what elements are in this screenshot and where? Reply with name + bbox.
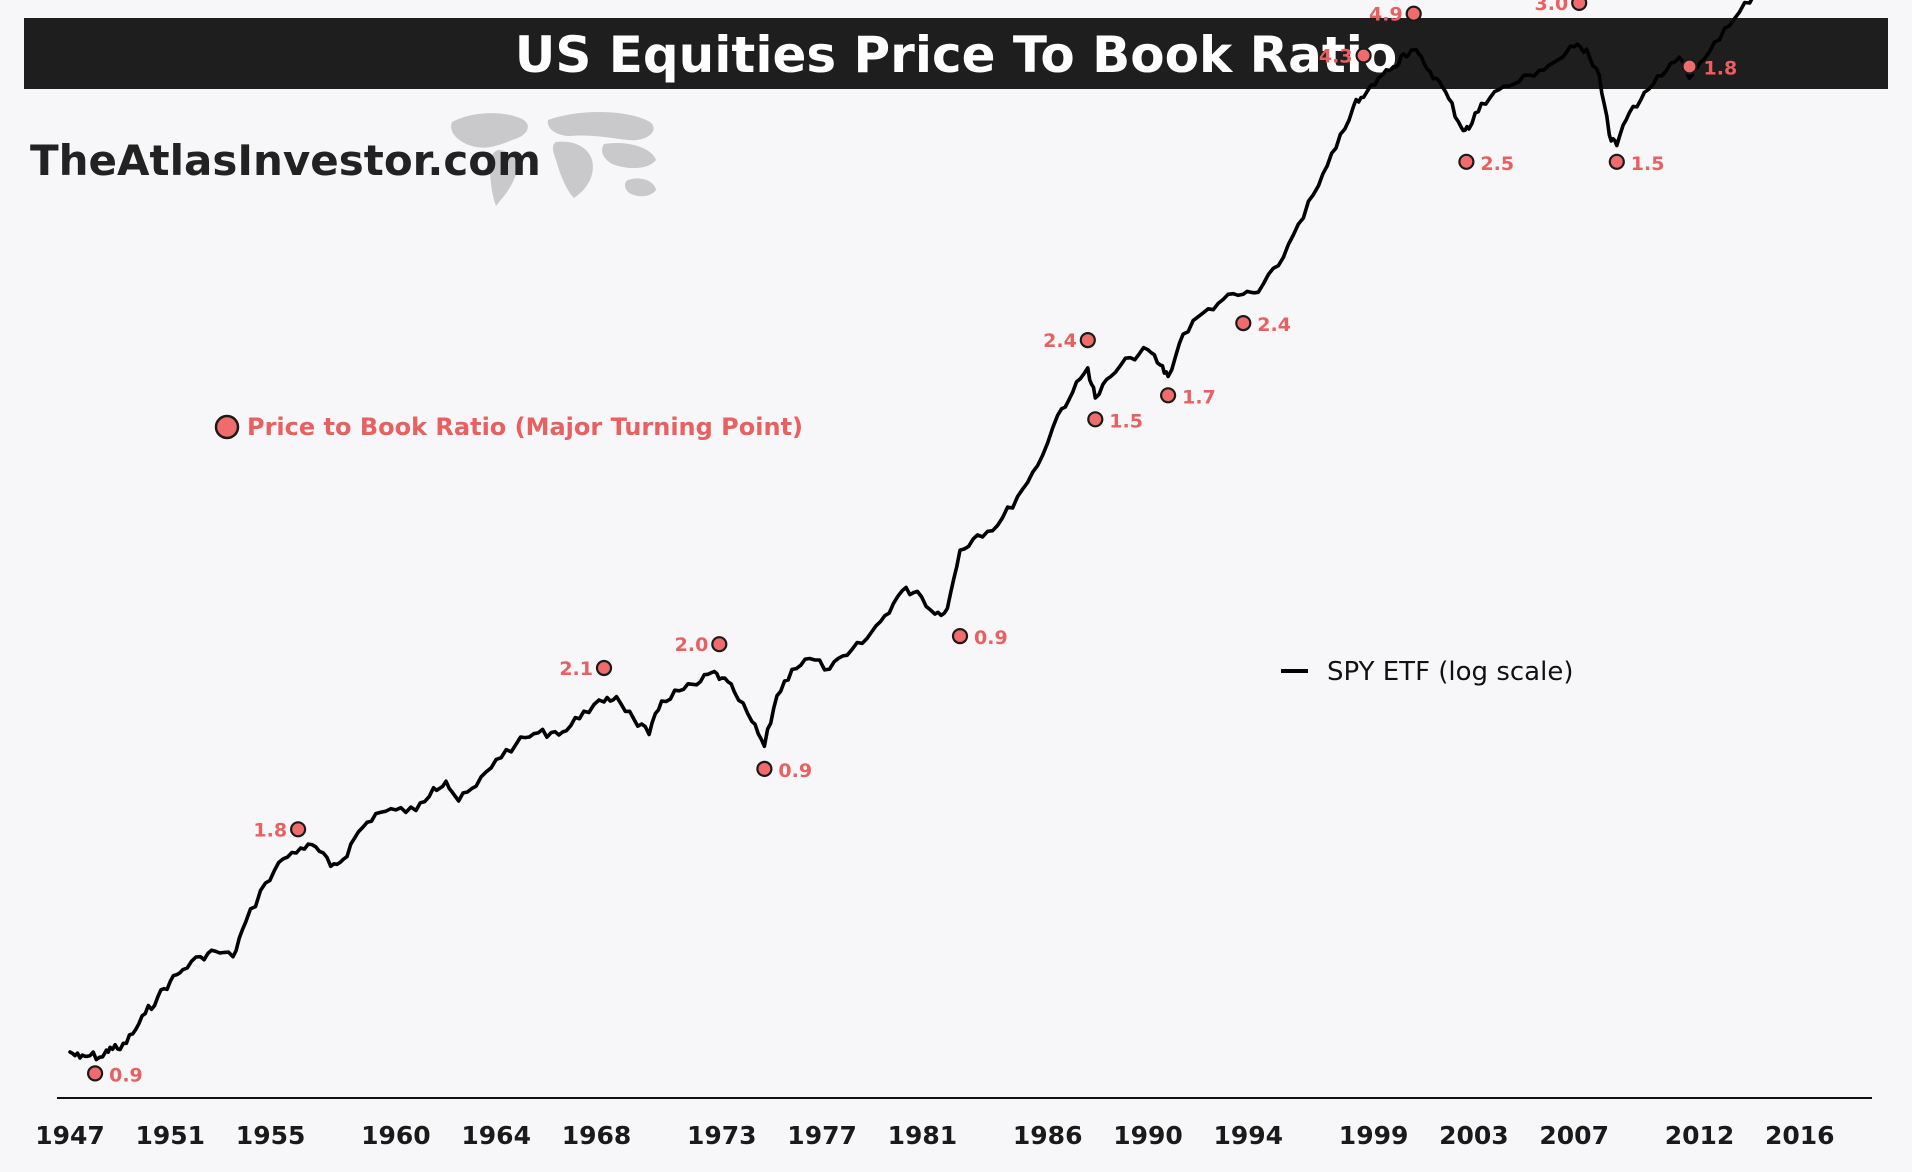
turning-point-marker [290, 821, 307, 838]
x-axis-ticks: 1947 1951 1955 1960 1964 1968 1973 1977 1981 1986… [35, 1121, 1834, 1150]
turning-point-label: 1.7 [1182, 386, 1216, 408]
x-tick-label-1968: 1968 [562, 1121, 632, 1150]
legend-line-label: SPY ETF (log scale) [1327, 657, 1573, 687]
turning-point-label: 0.9 [109, 1064, 143, 1086]
turning-point-marker [1608, 153, 1625, 170]
turning-point-label: 4.3 [1319, 46, 1353, 68]
turning-point-marker [951, 627, 969, 645]
x-tick-label-1955: 1955 [236, 1121, 306, 1150]
x-tick-label-1973: 1973 [687, 1121, 757, 1150]
turning-point-marker [1405, 5, 1422, 22]
turning-point-label: 0.9 [974, 627, 1008, 649]
turning-point-label: 2.1 [559, 658, 593, 680]
x-tick-label-1960: 1960 [361, 1121, 431, 1150]
turning-point-label: 1.5 [1109, 410, 1143, 432]
chart-title: US Equities Price To Book Ratio [515, 26, 1398, 84]
turning-point-marker [1079, 332, 1096, 349]
x-tick-label-2003: 2003 [1439, 1121, 1509, 1150]
legend-marker-label: Price to Book Ratio (Major Turning Point… [247, 413, 803, 441]
world-map-icon [451, 111, 656, 206]
turning-point-marker [1355, 47, 1372, 64]
turning-point-label: 1.8 [1704, 58, 1738, 80]
turning-point-marker [756, 760, 773, 778]
x-tick-label-1947: 1947 [35, 1121, 105, 1150]
turning-point-label: 1.8 [253, 819, 287, 841]
legend-line-entry: SPY ETF (log scale) [1281, 657, 1573, 687]
x-tick-label-2012: 2012 [1665, 1121, 1735, 1150]
turning-point-label: 2.5 [1480, 153, 1514, 175]
x-tick-label-1994: 1994 [1214, 1121, 1284, 1150]
turning-point-marker [1571, 0, 1588, 11]
x-tick-label-2007: 2007 [1539, 1121, 1609, 1150]
brand-watermark: TheAtlasInvestor.com [30, 136, 541, 185]
title-bar [24, 18, 1888, 89]
series-line-spy [68, 0, 1754, 1062]
turning-point-marker [1235, 315, 1252, 332]
turning-point-label: 2.4 [1257, 314, 1291, 336]
turning-point-label: 2.0 [675, 634, 709, 656]
turning-point-marker [595, 659, 613, 677]
turning-point-marker [1087, 411, 1104, 428]
turning-point-label: 0.9 [778, 760, 812, 782]
turning-point-marker [1159, 387, 1177, 404]
x-tick-label-2016: 2016 [1765, 1121, 1835, 1150]
legend-marker-entry: Price to Book Ratio (Major Turning Point… [214, 413, 803, 441]
legend-marker-icon [214, 414, 240, 440]
x-tick-label-1964: 1964 [461, 1121, 531, 1150]
x-tick-label-1990: 1990 [1113, 1121, 1183, 1150]
turning-point-label: 2.4 [1043, 330, 1077, 352]
turning-point-marker [711, 636, 728, 653]
turning-point-label: 4.9 [1369, 4, 1403, 26]
x-tick-label-1986: 1986 [1013, 1121, 1083, 1150]
turning-point-marker [86, 1065, 104, 1082]
x-tick-label-1981: 1981 [888, 1121, 958, 1150]
turning-point-marker [1681, 58, 1698, 75]
x-tick-label-1977: 1977 [787, 1121, 857, 1150]
turning-point-label: 1.5 [1631, 153, 1665, 175]
x-tick-label-1951: 1951 [136, 1121, 206, 1150]
turning-point-label: 3.0 [1535, 0, 1569, 15]
turning-point-marker [1458, 153, 1475, 170]
turning-points: 0.9 1.8 2.1 2.0 0.9 0.9 2.4 1.5 1.7 2.4 4.3 4.9 2.5 3… [86, 0, 1738, 1086]
x-tick-label-1999: 1999 [1339, 1121, 1409, 1150]
